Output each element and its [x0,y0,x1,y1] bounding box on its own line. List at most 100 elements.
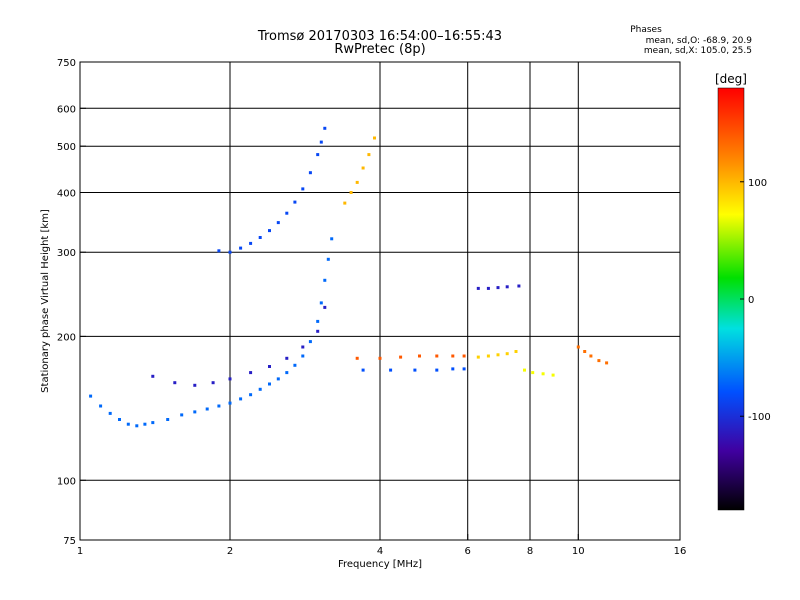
data-point [118,418,121,421]
y-tick-label: 600 [57,104,76,115]
colorbar-tick-label: -100 [748,412,771,423]
colorbar-ticks: 100 0 -100 [740,178,771,423]
data-point [293,200,297,204]
data-point [285,356,289,360]
data-point [435,368,439,372]
data-point [239,246,243,250]
data-point [476,286,480,290]
data-point [173,381,177,385]
data-point [413,368,417,372]
data-point [361,368,365,372]
data-point [373,136,376,140]
y-tick-label: 75 [63,536,76,547]
colorbar: [deg] 100 0 -100 [715,72,771,511]
data-point [166,418,170,421]
data-point [462,354,466,358]
data-point [301,187,305,191]
data-point [531,371,535,375]
stats-o-line: mean, sd,O: -68.9, 20.9 [646,36,753,46]
data-point [605,361,609,365]
data-point [378,356,382,360]
chart-title: Tromsø 20170303 16:54:00–16:55:43 [257,29,502,44]
data-point [330,237,334,241]
y-axis-label: Stationary phase Virtual Height [km] [40,209,51,393]
data-point [496,353,500,357]
data-point [505,285,509,289]
data-point [323,305,327,309]
data-point [180,413,184,417]
data-point [399,355,403,359]
data-point [301,345,305,349]
data-point [583,350,587,353]
data-point [486,354,490,358]
data-point [323,278,327,282]
y-tick-label: 400 [57,188,76,199]
data-point [316,329,320,333]
data-point [143,422,147,426]
data-point [135,424,139,428]
x-tick-label: 6 [465,546,471,557]
data-point [597,359,601,363]
colorbar-label: [deg] [715,72,747,86]
data-point [308,340,312,344]
data-point [249,393,253,397]
data-point [435,354,439,358]
data-point [476,355,480,359]
data-point [258,236,262,239]
data-point [293,363,297,367]
data-point [99,404,103,408]
data-point [301,354,305,358]
data-point [541,372,545,376]
data-point [316,319,320,323]
data-point [268,382,271,386]
data-point [323,126,327,130]
y-tick-label: 200 [57,332,76,343]
data-point [451,354,455,358]
data-point [361,166,365,170]
data-point [268,365,271,368]
data-point [355,180,359,184]
data-point [285,211,289,215]
x-axis-label: Frequency [MHz] [338,559,422,570]
data-point [576,345,580,349]
data-point [349,191,353,194]
data-point [589,354,593,358]
x-tick-label: 8 [527,546,533,557]
data-point [228,250,232,254]
data-point [276,221,280,225]
data-point [285,371,289,375]
data-point [462,367,466,371]
data-point [514,350,518,353]
data-point [205,407,209,411]
data-point [249,241,253,245]
x-tick-label: 2 [227,546,233,557]
x-tick-label: 4 [377,546,383,557]
data-point [523,368,526,372]
data-point [551,373,555,377]
data-point [367,153,371,157]
data-point [486,286,490,290]
data-point [249,371,253,375]
data-point [355,356,359,360]
x-tick-label: 10 [572,546,585,557]
data-point [268,229,271,233]
data-point [319,140,323,144]
colorbar-tick-label: 100 [748,178,767,189]
data-point [343,201,347,205]
data-point [258,387,262,391]
colorbar-gradient [717,87,745,511]
data-point [418,354,421,358]
data-point [217,404,221,408]
chart-subtitle: RwPretec (8p) [334,42,425,57]
data-point [308,171,312,175]
data-point [496,286,500,290]
data-point [389,368,393,372]
colorbar-tick-label: 0 [748,295,754,306]
data-point [126,422,130,426]
stats-heading: Phases [630,25,662,35]
data-point [505,352,509,356]
data-point [228,377,232,381]
data-point [151,374,155,378]
data-point [239,397,243,401]
